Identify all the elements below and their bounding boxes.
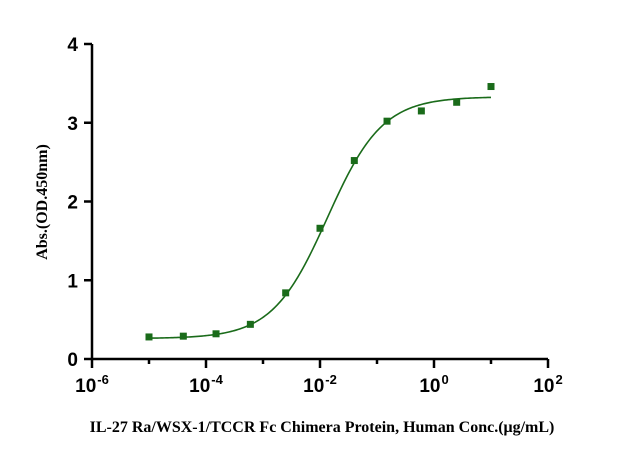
y-axis-label: Abs.(OD.450nm) [34, 144, 51, 260]
x-tick-exponent: -6 [97, 372, 109, 387]
x-tick-base: 10 [189, 376, 210, 397]
y-tick-label: 4 [67, 35, 78, 56]
data-point [417, 107, 425, 115]
data-point [487, 83, 495, 91]
x-tick-exponent: 2 [555, 372, 562, 387]
x-tick-labels: 10-6 10-4 10-2 100 102 [75, 372, 563, 397]
data-point [350, 157, 358, 165]
data-point [453, 98, 461, 106]
data-point [145, 333, 153, 341]
data-point [282, 289, 290, 297]
data-point [179, 332, 187, 340]
x-tick-exponent: -2 [325, 372, 337, 387]
x-tick-label: 10-2 [303, 372, 337, 397]
axes [84, 42, 550, 368]
data-points-layer [145, 83, 495, 341]
data-point [246, 320, 254, 328]
x-tick-base: 10 [533, 376, 554, 397]
y-tick-label: 2 [67, 193, 78, 214]
x-tick-base: 10 [303, 376, 324, 397]
x-tick-exponent: -4 [211, 372, 223, 387]
x-axis-label: IL-27 Ra/WSX-1/TCCR Fc Chimera Protein, … [90, 419, 555, 436]
data-point [316, 224, 324, 232]
x-tick-label: 10-6 [75, 372, 109, 397]
x-tick-base: 10 [75, 376, 96, 397]
data-point [212, 330, 220, 338]
y-tick-label: 0 [67, 350, 78, 371]
x-tick-base: 10 [419, 376, 440, 397]
x-tick-label: 10-4 [189, 372, 223, 397]
x-tick-label: 100 [419, 372, 448, 397]
data-point [383, 117, 391, 125]
x-tick-exponent: 0 [441, 372, 448, 387]
y-tick-labels: 0 1 2 3 4 [67, 35, 78, 371]
fit-curve [148, 96, 492, 339]
x-tick-label: 102 [533, 372, 562, 397]
fit-curve-layer [148, 96, 492, 339]
y-tick-label: 3 [67, 114, 78, 135]
y-tick-label: 1 [67, 271, 78, 292]
